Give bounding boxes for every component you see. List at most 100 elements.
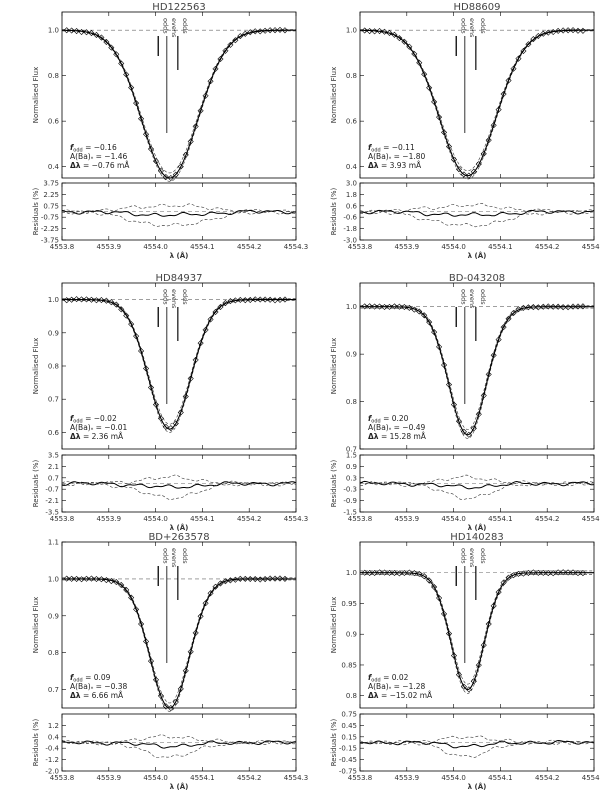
observed-point bbox=[227, 298, 234, 305]
observed-point bbox=[465, 431, 472, 438]
xtick-label: 4554.3 bbox=[582, 243, 600, 251]
flux-ylabel: Normalised Flux bbox=[32, 67, 40, 123]
observed-point bbox=[113, 301, 120, 308]
observed-point bbox=[411, 570, 418, 577]
flux-ytick-label: 1.0 bbox=[48, 296, 59, 304]
observed-point bbox=[500, 324, 507, 331]
observed-point bbox=[118, 60, 125, 67]
observed-point bbox=[570, 303, 577, 310]
odds-label: odds bbox=[161, 548, 169, 564]
observed-point bbox=[162, 703, 169, 710]
resid-best-fit bbox=[61, 740, 296, 749]
observed-point bbox=[480, 392, 487, 399]
xtick-label: 4554.2 bbox=[535, 774, 560, 782]
observed-point bbox=[401, 570, 408, 577]
resid-ytick-label: 2.1 bbox=[48, 463, 59, 471]
observed-point bbox=[525, 41, 532, 48]
observed-point bbox=[192, 123, 199, 130]
observed-point bbox=[63, 575, 70, 582]
observed-point bbox=[88, 575, 95, 582]
observed-point bbox=[376, 303, 383, 310]
resid-ytick-label: -0.45 bbox=[339, 756, 357, 764]
observed-point bbox=[207, 316, 214, 323]
observed-point bbox=[495, 589, 502, 596]
observed-point bbox=[505, 77, 512, 84]
odds-label: odds bbox=[479, 548, 487, 564]
observed-point bbox=[545, 29, 552, 36]
observed-point bbox=[78, 576, 85, 583]
abundance-annotation: A(Ba)* = −1.46 bbox=[70, 152, 127, 163]
resid-ytick-label: 3.0 bbox=[346, 180, 357, 188]
observed-point bbox=[88, 296, 95, 303]
flux-ytick-label: 0.9 bbox=[48, 612, 59, 620]
observed-point bbox=[147, 658, 155, 665]
observed-point bbox=[152, 401, 159, 408]
resid-best-fit bbox=[359, 739, 595, 749]
observed-point bbox=[460, 171, 467, 178]
xtick-label: 4553.8 bbox=[348, 774, 373, 782]
flux-ytick-label: 0.7 bbox=[48, 396, 59, 404]
observed-point bbox=[406, 304, 413, 311]
xlabel: λ (Å) bbox=[170, 251, 189, 260]
odds-label: odds bbox=[479, 18, 487, 34]
xlabel: λ (Å) bbox=[468, 523, 487, 532]
evens-label: evens bbox=[170, 289, 178, 309]
observed-point bbox=[276, 26, 284, 33]
observed-point bbox=[510, 309, 517, 317]
resid-ytick-label: -0.6 bbox=[343, 214, 357, 222]
resid-ytick-label: 0.75 bbox=[43, 202, 59, 210]
observed-point bbox=[579, 570, 586, 577]
odds-label: odds bbox=[181, 289, 189, 305]
flux-ytick-label: 0.8 bbox=[48, 72, 59, 80]
observed-point bbox=[411, 306, 418, 313]
observed-point bbox=[436, 114, 443, 121]
observed-point bbox=[281, 575, 288, 582]
observed-point bbox=[73, 296, 80, 303]
synthetic-lower bbox=[360, 307, 594, 439]
resid-ytick-label: -0.9 bbox=[343, 497, 357, 505]
observed-point bbox=[540, 569, 547, 576]
resid-ytick-label: -0.7 bbox=[45, 486, 59, 494]
xtick-label: 4553.8 bbox=[50, 243, 75, 251]
observed-point bbox=[560, 569, 567, 576]
observed-point bbox=[436, 595, 443, 602]
xlabel: λ (Å) bbox=[468, 251, 487, 260]
observed-point bbox=[187, 138, 194, 145]
flux-ytick-label: 1.0 bbox=[346, 303, 357, 311]
observed-point bbox=[133, 333, 140, 340]
resid-ytick-label: 1.2 bbox=[48, 722, 59, 730]
observed-point bbox=[172, 420, 179, 427]
observed-point bbox=[500, 90, 507, 98]
synthetic-upper bbox=[360, 305, 594, 430]
observed-point bbox=[426, 577, 433, 584]
observed-point bbox=[182, 393, 189, 400]
panel-4: BD+263578 0.7 0.8 0.9 1.0 1.1 Normalised Flux o… bbox=[32, 532, 308, 791]
observed-point bbox=[123, 71, 130, 78]
resid-lower bbox=[62, 210, 297, 227]
observed-point bbox=[431, 98, 438, 105]
xtick-label: 4554.2 bbox=[237, 515, 262, 523]
xtick-label: 4554.1 bbox=[190, 243, 215, 251]
observed-point bbox=[515, 55, 522, 62]
observed-point bbox=[177, 163, 184, 170]
resid-ytick-label: 2.25 bbox=[43, 191, 59, 199]
observed-point bbox=[381, 28, 388, 35]
observed-point bbox=[147, 384, 155, 391]
flux-ytick-label: 0.6 bbox=[48, 118, 60, 126]
observed-point bbox=[431, 583, 438, 591]
observed-point bbox=[93, 575, 100, 583]
resid-best-fit bbox=[360, 209, 595, 217]
observed-point bbox=[88, 30, 95, 37]
flux-frame bbox=[359, 282, 595, 450]
observed-point bbox=[570, 569, 577, 576]
xlabel: λ (Å) bbox=[170, 782, 189, 791]
observed-point bbox=[217, 580, 224, 587]
observed-point bbox=[396, 35, 403, 42]
observed-point bbox=[441, 129, 448, 136]
observed-point bbox=[267, 27, 274, 34]
observed-point bbox=[436, 343, 443, 350]
observed-point bbox=[540, 303, 547, 310]
observed-point bbox=[416, 308, 423, 315]
observed-point bbox=[445, 381, 453, 388]
abundance-annotation: A(Ba)* = −0.01 bbox=[70, 423, 127, 434]
